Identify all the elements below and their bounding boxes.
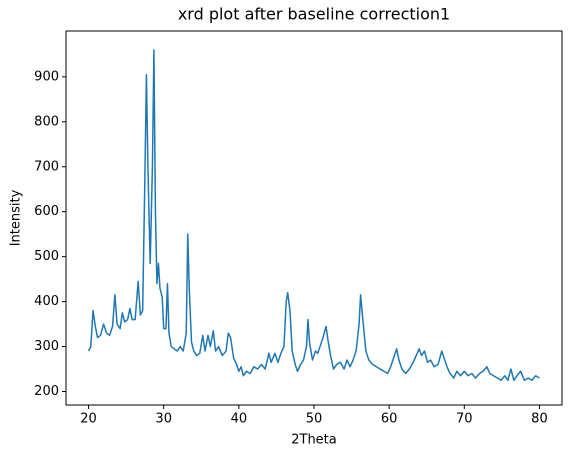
x-tick-label: 30 xyxy=(155,412,172,427)
x-axis-label: 2Theta xyxy=(291,433,337,448)
y-tick-label: 400 xyxy=(34,294,59,309)
y-tick-label: 300 xyxy=(34,339,59,354)
y-tick-label: 900 xyxy=(34,69,59,84)
y-tick-label: 500 xyxy=(34,249,59,264)
data-line xyxy=(87,49,540,382)
chart-title: xrd plot after baseline correction1 xyxy=(178,5,450,24)
x-tick-label: 50 xyxy=(306,412,323,427)
x-tick-label: 60 xyxy=(381,412,398,427)
x-tick-label: 80 xyxy=(531,412,548,427)
y-tick-label: 700 xyxy=(34,159,59,174)
y-tick-label: 800 xyxy=(34,114,59,129)
y-tick-label: 200 xyxy=(34,384,59,399)
y-tick-label: 600 xyxy=(34,204,59,219)
x-tick-label: 40 xyxy=(231,412,248,427)
plot-frame xyxy=(65,30,563,406)
x-tick-label: 70 xyxy=(456,412,473,427)
y-axis-label: Intensity xyxy=(9,189,24,246)
x-tick-label: 20 xyxy=(80,412,97,427)
